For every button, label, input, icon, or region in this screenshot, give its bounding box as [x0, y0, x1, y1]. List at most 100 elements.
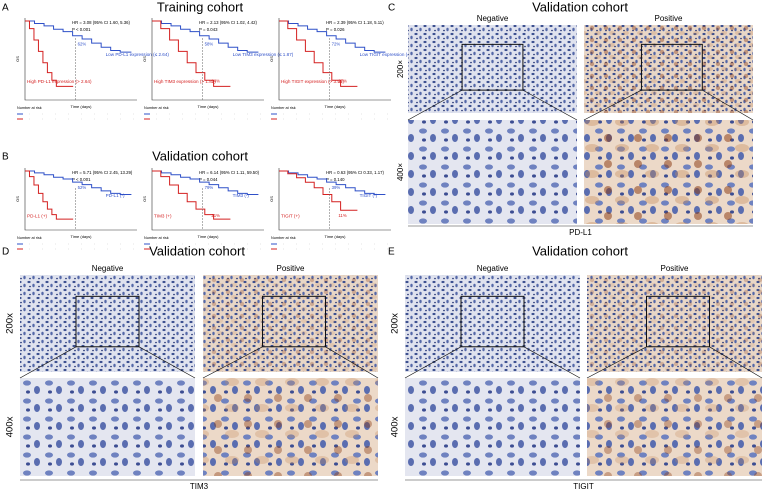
column-label: Positive: [276, 264, 305, 273]
y-axis-label: OS: [142, 56, 147, 62]
panel-title: Training cohort: [157, 0, 244, 14]
x-axis-label: Time (days): [325, 104, 347, 109]
micrograph-stain: [584, 120, 753, 224]
marker-label: PD-L1: [569, 228, 592, 237]
axis: [151, 168, 264, 231]
x-axis-label: Time (days): [71, 234, 93, 239]
micrograph-cells: [20, 275, 195, 372]
x-axis-label: Time (days): [71, 104, 93, 109]
hr-text: HR = 2.13 (95% CI 1.02, 4.42): [199, 20, 257, 25]
axis: [278, 18, 391, 101]
zoom-line: [19, 346, 77, 379]
panel-letter: C: [388, 3, 395, 14]
km-curve: [279, 170, 358, 211]
axis: [24, 168, 137, 231]
axis: [151, 18, 264, 101]
zoom-line: [583, 89, 642, 121]
percent-label: 79%: [205, 185, 214, 190]
km-curve: [25, 20, 74, 87]
zoom-box: [262, 295, 326, 348]
micrograph-stain: [203, 378, 378, 476]
percent-label: 62%: [78, 41, 87, 46]
marker-label: TIGIT: [573, 482, 594, 491]
percent-label: 14%: [211, 78, 220, 83]
percent-label: 58%: [205, 41, 214, 46]
percent-label: 11%: [338, 213, 346, 218]
percent-label: 27%: [338, 78, 347, 83]
zoom-line: [407, 89, 463, 121]
percent-label: 52%: [78, 185, 87, 190]
micrograph-cells: [408, 120, 577, 224]
km-curve: [25, 170, 132, 196]
p-text: P = 0.140: [326, 177, 345, 182]
zoom-line: [138, 346, 196, 379]
legend-label: Low TIGIT expression (≤ 3.53): [360, 52, 422, 57]
zoom-line: [202, 346, 263, 379]
x-axis-label: Time (days): [198, 104, 220, 109]
micrograph-stain: [587, 378, 762, 476]
y-axis-label: OS: [269, 56, 274, 62]
y-axis-label: OS: [15, 56, 20, 62]
legend-label: PD-L1 (-): [106, 193, 125, 198]
panel-letter: D: [2, 247, 9, 258]
zoom-box: [461, 43, 524, 91]
km-curve: [152, 170, 259, 196]
legend-label: High PD-L1 expression (> 2.64): [27, 79, 92, 84]
micrograph-stain: [203, 275, 378, 372]
zoom-box: [646, 295, 710, 348]
column-label: Positive: [654, 14, 683, 23]
risk-label: Number at risk: [271, 236, 296, 240]
axis: [24, 18, 137, 101]
column-label: Negative: [92, 264, 124, 273]
zoom-box: [75, 295, 140, 348]
legend-label: Low TIM3 expression (≤ 1.87): [233, 52, 294, 57]
panel-letter: E: [388, 247, 395, 258]
p-text: P < 0.001: [72, 27, 91, 32]
micrograph-cells: [405, 275, 580, 372]
column-label: Positive: [660, 264, 689, 273]
legend-label: PD-L1 (+): [27, 214, 48, 219]
legend-label: High TIGIT expression (> 3.53): [281, 79, 344, 84]
panel-title: Validation cohort: [532, 243, 628, 258]
legend-label: TIGIT (+): [281, 214, 300, 219]
magnification-label: 200x: [390, 313, 401, 334]
risk-label: Number at risk: [271, 106, 296, 110]
axis: [278, 168, 391, 231]
column-label: Negative: [477, 14, 509, 23]
magnification-label: 200×: [396, 60, 405, 78]
zoom-line: [523, 346, 581, 379]
p-text: P = 0.044: [199, 177, 218, 182]
x-axis-label: Time (days): [325, 234, 347, 239]
magnification-label: 200x: [5, 313, 16, 334]
km-curve: [279, 170, 386, 196]
risk-label: Number at risk: [144, 106, 169, 110]
y-axis-label: OS: [142, 196, 147, 202]
zoom-box: [640, 43, 703, 91]
panel-letter: A: [2, 3, 9, 14]
magnification-label: 400x: [390, 416, 401, 437]
zoom-line: [709, 346, 763, 379]
km-curve: [279, 20, 386, 53]
magnification-label: 400x: [5, 416, 16, 437]
km-curve: [152, 170, 231, 220]
micrograph-cells: [408, 25, 577, 113]
km-curve: [25, 170, 74, 220]
hr-text: HR = 5.71 (95% CI 2.45, 13.29): [72, 170, 133, 175]
legend-label: TIM3 (+): [154, 214, 172, 219]
p-text: P = 0.043: [199, 27, 218, 32]
risk-label: Number at risk: [144, 236, 169, 240]
marker-label: TIM3: [190, 482, 209, 491]
zoom-line: [586, 346, 647, 379]
panel-title: Validation cohort: [152, 148, 248, 163]
x-axis-label: Time (days): [198, 234, 220, 239]
km-curve: [279, 20, 358, 87]
panel-title: Validation cohort: [532, 0, 628, 14]
p-text: P < 0.001: [72, 177, 91, 182]
legend-label: High TIM3 expression (> 1.87): [154, 79, 216, 84]
legend-label: TIM3 (-): [233, 193, 250, 198]
p-text: P = 0.026: [326, 27, 345, 32]
micrograph-stain: [584, 25, 753, 113]
y-axis-label: OS: [269, 196, 274, 202]
percent-label: 72%: [332, 41, 341, 46]
